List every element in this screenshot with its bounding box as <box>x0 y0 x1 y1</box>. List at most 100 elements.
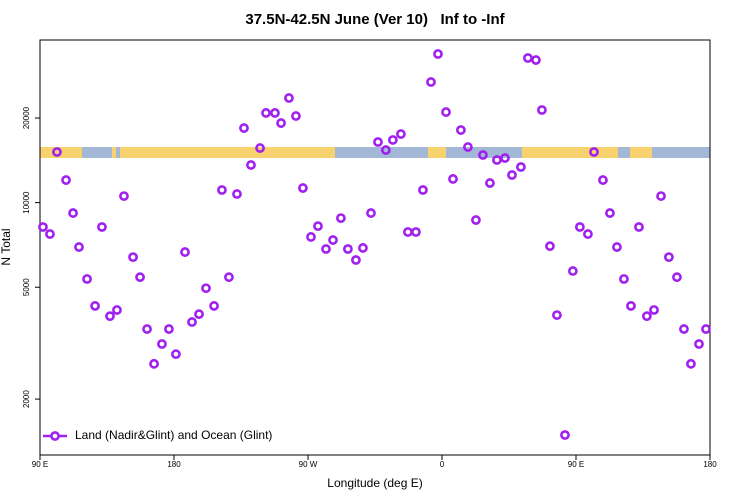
data-point <box>589 147 599 157</box>
data-point <box>149 358 159 369</box>
data-point <box>403 227 413 237</box>
data-point <box>478 150 488 160</box>
data-point <box>387 135 398 145</box>
data-point <box>612 242 622 252</box>
x-axis-label: Longitude (deg E) <box>327 476 422 490</box>
data-point <box>634 222 644 232</box>
data-point <box>500 153 510 163</box>
x-tick-label: 90 W <box>299 460 318 469</box>
data-point <box>679 324 689 334</box>
y-axis-label: N Total <box>0 228 13 265</box>
y-tick-label: 10000 <box>22 191 31 214</box>
data-point <box>492 155 502 165</box>
data-point <box>448 174 458 184</box>
data-point <box>142 324 152 334</box>
data-point <box>68 208 78 218</box>
data-point <box>574 222 585 232</box>
data-point <box>343 244 353 254</box>
data-point <box>358 243 368 253</box>
data-point <box>180 247 190 257</box>
data-point <box>411 227 421 237</box>
data-point <box>656 191 666 201</box>
y-tick-label: 5000 <box>22 278 31 296</box>
data-point <box>456 125 466 135</box>
x-tick-label: 90 E <box>568 460 584 469</box>
y-tick-label: 2000 <box>22 390 31 408</box>
data-point <box>626 301 636 311</box>
data-point <box>194 309 204 320</box>
data-point <box>418 185 428 195</box>
data-point <box>52 147 62 157</box>
data-point <box>232 189 242 199</box>
data-point <box>209 301 219 311</box>
data-point <box>276 118 286 128</box>
x-tick-label: 90 E <box>32 460 48 469</box>
data-point <box>531 55 541 65</box>
data-point <box>537 105 547 115</box>
data-point <box>284 93 294 103</box>
data-point <box>598 175 608 185</box>
data-point <box>463 142 473 152</box>
data-point <box>255 143 265 153</box>
data-point <box>201 283 211 294</box>
data-point <box>74 242 84 252</box>
data-point <box>664 252 674 263</box>
data-point <box>686 358 696 369</box>
data-point <box>171 349 181 360</box>
data-point <box>38 222 48 232</box>
legend-marker <box>50 431 60 441</box>
data-point <box>516 162 526 172</box>
y-tick-label: 20000 <box>22 106 31 129</box>
data-point <box>641 311 652 322</box>
data-point <box>380 145 391 155</box>
data-point <box>321 244 331 254</box>
plot-frame <box>39 39 711 456</box>
data-point <box>128 252 138 263</box>
x-tick-label: 180 <box>167 460 181 469</box>
data-point <box>485 178 495 188</box>
data-point <box>112 305 122 315</box>
data-point <box>224 272 234 283</box>
data-point <box>270 108 280 118</box>
data-point <box>298 183 308 193</box>
data-point <box>649 305 659 315</box>
data-point <box>246 160 256 170</box>
data-point <box>441 107 451 117</box>
data-point <box>567 266 578 276</box>
data-point <box>396 129 406 139</box>
data-point <box>523 53 533 63</box>
data-point <box>545 241 555 252</box>
data-point <box>605 208 615 218</box>
land-ocean-strip <box>40 147 710 158</box>
data-point <box>328 235 338 245</box>
data-point <box>82 274 92 284</box>
data-point <box>351 255 361 265</box>
data-point <box>366 208 376 218</box>
data-point <box>45 229 55 239</box>
data-point <box>135 272 145 283</box>
data-point <box>291 111 301 121</box>
data-point <box>694 339 704 349</box>
data-point <box>426 77 436 87</box>
data-point <box>552 310 562 320</box>
data-point <box>471 215 481 225</box>
data-point <box>239 123 249 133</box>
data-point <box>433 49 443 59</box>
data-point <box>336 213 346 223</box>
data-point <box>619 274 629 284</box>
data-point <box>119 191 129 201</box>
data-point <box>187 317 197 327</box>
data-point <box>97 222 107 232</box>
data-point <box>306 232 316 242</box>
data-point <box>672 272 682 283</box>
data-point <box>164 324 174 334</box>
data-point <box>560 430 570 440</box>
data-point <box>261 108 271 118</box>
data-point <box>105 311 115 322</box>
chart-title: 37.5N-42.5N June (Ver 10) Inf to -Inf <box>245 11 505 28</box>
data-point <box>217 185 227 195</box>
data-point <box>583 229 593 239</box>
legend-label: Land (Nadir&Glint) and Ocean (Glint) <box>75 428 272 442</box>
